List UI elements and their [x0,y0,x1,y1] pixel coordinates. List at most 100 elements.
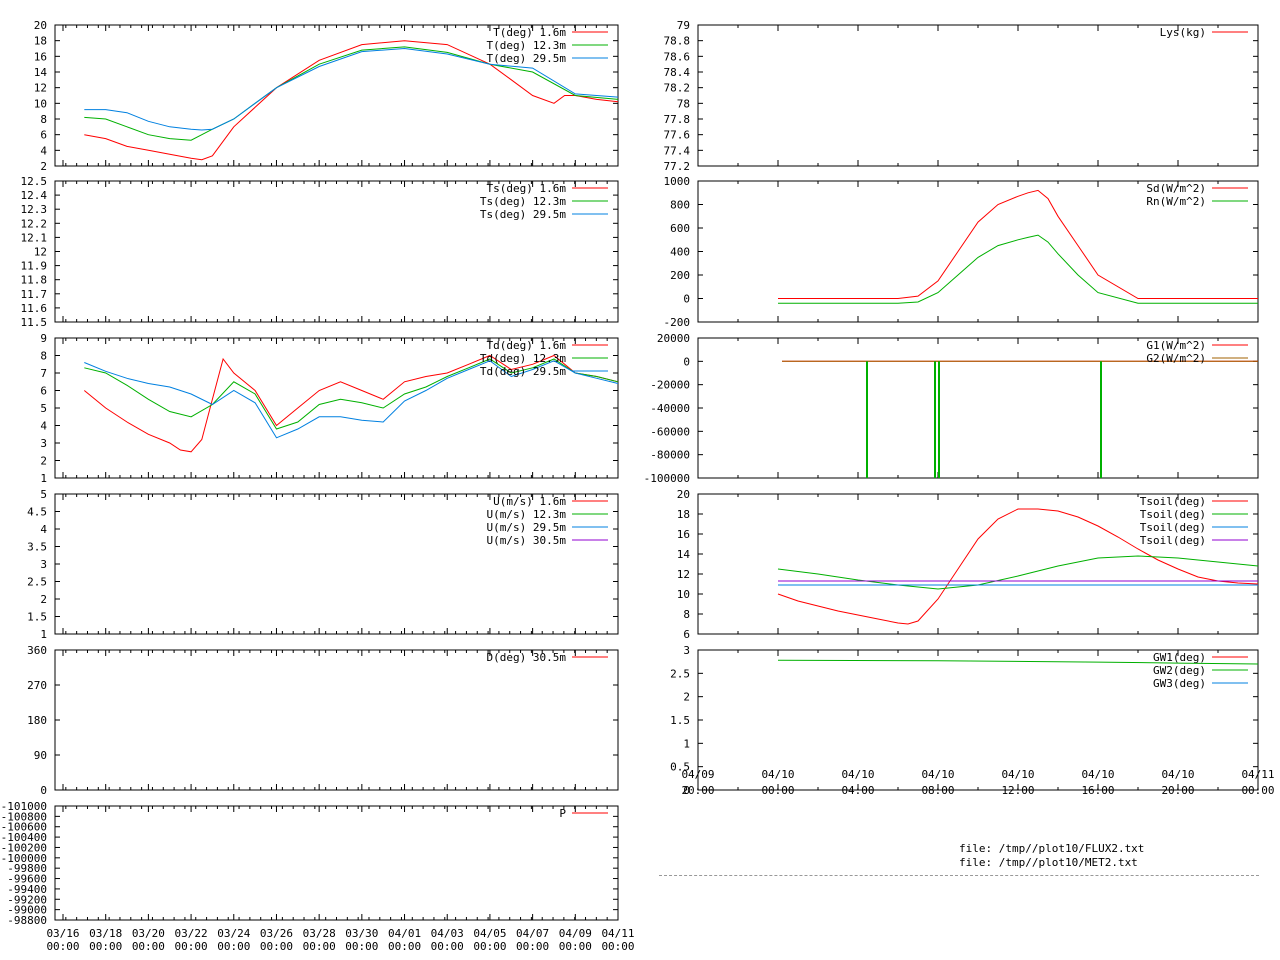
panel-g: -100000 -80000 -60000 -40000 -20000 0 20000 G1(… [644,332,1259,485]
y-tick-label: 14 [677,548,691,561]
file-note-flux: file: /tmp//plot10/FLUX2.txt [959,842,1145,855]
panel-frame [54,649,619,791]
y-tick-label: 8 [40,113,47,126]
series-line-2 [84,47,619,131]
y-tick-label: -101000 [1,800,47,813]
x-tick-label-time: 00:00 [388,940,421,953]
y-tick-label: 77.8 [664,113,691,126]
x-tick-label-date: 04/09 [681,768,714,781]
x-tick-label-date: 03/26 [260,927,293,940]
panel-gw: 0 0.5 1 1.5 2 2.5 3 GW1(deg)GW2(deg)GW3(deg) [670,644,1259,797]
series-line-1 [777,555,1259,590]
y-tick-label: 16 [34,50,47,63]
x-tick-label-time: 00:00 [345,940,378,953]
y-tick-label: 800 [670,199,690,212]
x-tick-label-date: 04/10 [1161,768,1194,781]
x-tick-label-date: 03/30 [345,927,378,940]
y-tick-label: -100000 [644,472,690,485]
x-tick-label-time: 12:00 [1001,784,1034,797]
y-tick-label: 11.8 [21,274,48,287]
y-tick-label: 12 [34,246,47,259]
panel-frame [697,24,1259,167]
y-tick-label: 90 [34,749,47,762]
legend-label: Tsoil(deg) [1140,534,1206,547]
y-tick-label: 3.5 [27,541,47,554]
legend-label: Ts(deg) 29.5m [480,208,566,221]
y-tick-label: 10 [677,588,690,601]
y-tick-label: 1.5 [670,714,690,727]
legend-label: GW1(deg) [1153,651,1206,664]
y-tick-label: -60000 [650,425,690,438]
legend-label: GW3(deg) [1153,677,1206,690]
x-tick-label-date: 04/10 [921,768,954,781]
y-tick-label: 12.5 [21,175,48,188]
y-tick-label: -99200 [7,893,47,906]
y-tick-label: 4 [40,523,47,536]
panel-tsoil: 68101214161820Tsoil(deg)Tsoil(deg)Tsoil(… [677,488,1259,641]
x-tick-label-time: 16:00 [1081,784,1114,797]
y-tick-label: 11.6 [21,302,48,315]
y-tick-label: 6 [40,385,47,398]
y-tick-label: 12 [34,82,47,95]
y-tick-label: 3 [40,437,47,450]
x-tick-label-date: 03/24 [217,927,250,940]
x-tick-label-time: 00:00 [46,940,79,953]
series-line-2 [84,360,619,439]
y-tick-label: 6 [683,628,690,641]
y-tick-label: 0 [40,784,47,797]
panel-t: 2 4 6 8 10 12 14 16 18 20 T(deg) 1.6mT(deg) 12.3mT… [34,19,619,173]
y-tick-label: -100600 [1,821,47,834]
series-line-1 [777,659,1259,665]
y-tick-label: 1 [40,472,47,485]
y-tick-label: -100000 [1,852,47,865]
legend-label: G1(W/m^2) [1146,339,1206,352]
y-tick-label: 18 [34,35,47,48]
x-tick-label-time: 00:00 [559,940,592,953]
y-tick-label: 400 [670,246,690,259]
x-tick-label-time: 00:00 [175,940,208,953]
y-tick-label: 2 [40,455,47,468]
y-tick-label: -100800 [1,810,47,823]
y-tick-label: 77.2 [664,160,691,173]
series-line-0 [83,354,619,453]
y-tick-label: 4 [40,420,47,433]
y-tick-label: 77.4 [664,144,691,157]
legend-label: Tsoil(deg) [1140,521,1206,534]
x-tick-label-time: 00:00 [431,940,464,953]
y-tick-label: 9 [40,332,47,345]
x-tick-label-time: 04:00 [841,784,874,797]
legend-label: T(deg) 12.3m [487,39,567,52]
x-tick-label-time: 00:00 [1241,784,1274,797]
panel-lys: 77.2 77.4 77.6 77.8 78 78.2 78.4 78.6 78.8 79 Lys(… [664,19,1259,173]
y-tick-label: 12.4 [21,189,48,202]
legend-label: Ts(deg) 1.6m [487,182,567,195]
legend-label: G2(W/m^2) [1146,352,1206,365]
y-tick-label: -200 [664,316,691,329]
y-tick-label: 10 [34,97,47,110]
legend-label: T(deg) 1.6m [493,26,566,39]
legend-label: Rn(W/m^2) [1146,195,1206,208]
y-tick-label: 1 [683,737,690,750]
legend-label: Sd(W/m^2) [1146,182,1206,195]
y-tick-label: 2 [40,160,47,173]
x-tick-label-date: 04/10 [1081,768,1114,781]
legend-label: Ts(deg) 12.3m [480,195,566,208]
y-tick-label: 12.2 [21,217,48,230]
y-tick-label: -99400 [7,883,47,896]
y-tick-label: 3 [40,558,47,571]
x-tick-label-time: 00:00 [260,940,293,953]
y-tick-label: 8 [683,608,690,621]
y-tick-label: 7 [40,367,47,380]
y-tick-label: 0.5 [670,761,690,774]
legend-label: Td(deg) 12.3m [480,352,566,365]
x-tick-label-date: 04/09 [559,927,592,940]
y-tick-label: 200 [670,269,690,282]
x-tick-label-date: 03/20 [132,927,165,940]
x-tick-label-date: 04/10 [1001,768,1034,781]
y-tick-label: 14 [34,66,48,79]
series-line-0 [778,189,1258,299]
x-tick-label-time: 00:00 [217,940,250,953]
panel-ts: 11.511.611.711.811.912 12.112.212.312.412… [21,175,619,329]
